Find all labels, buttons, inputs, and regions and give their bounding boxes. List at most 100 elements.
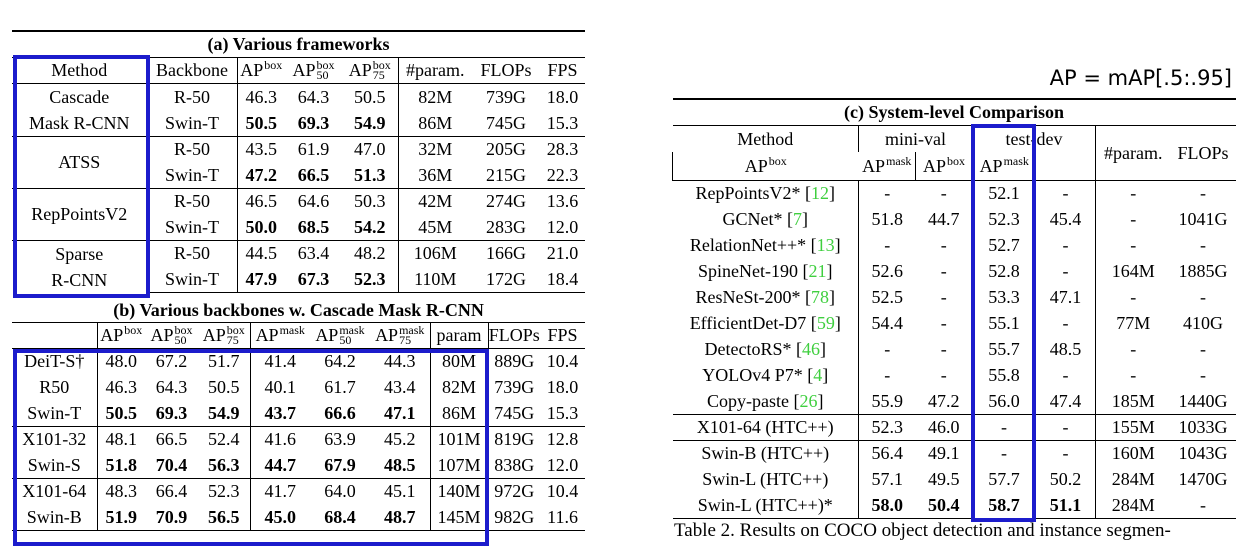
cell: 68.5 bbox=[297, 216, 330, 237]
cell: 57.1 bbox=[858, 466, 916, 492]
cell: 47.0 bbox=[342, 135, 398, 162]
cell: 44.7 bbox=[249, 452, 310, 478]
cell: X101-64 (HTC++) bbox=[672, 413, 859, 440]
cell: 47.9 bbox=[236, 266, 285, 294]
cell: 45.4 bbox=[1035, 206, 1096, 232]
cell: 69.3 bbox=[155, 402, 188, 423]
cell: 28.3 bbox=[540, 135, 585, 162]
title-row: (b) Various backbones w. Cascade Mask R-… bbox=[12, 298, 585, 322]
cell: - bbox=[1035, 179, 1096, 206]
column-header: AP mask 75 bbox=[370, 321, 430, 348]
tbody: (a) Various frameworks Method Backbone AP bo… bbox=[12, 30, 585, 294]
row: X101-32 48.1 66.5 52.4 41.6 63.9 45.2 101M 819G 1… bbox=[12, 425, 586, 452]
cell: 50.5 bbox=[208, 377, 240, 397]
column-header: Backbone bbox=[146, 56, 237, 83]
row: Swin-S 51.8 70.4 56.3 44.7 67.9 48.5 107M 838G 12… bbox=[12, 452, 585, 478]
cell: - bbox=[1095, 284, 1171, 310]
cell: Swin-S bbox=[27, 454, 81, 475]
cell: 1041G bbox=[1178, 209, 1228, 229]
cell: 13.6 bbox=[540, 187, 585, 214]
cell: 41.6 bbox=[249, 425, 310, 452]
ap-sub: 75 bbox=[399, 333, 412, 347]
cell: Swin-T bbox=[27, 402, 82, 423]
ap-sup: mask bbox=[339, 323, 365, 337]
ap-base: AP bbox=[744, 155, 768, 176]
cell: 12.0 bbox=[546, 454, 579, 475]
row: Cascade Mask R-CNN R-50 46.3 64.3 50.5 82M 739G… bbox=[12, 82, 585, 136]
row: X101-64 48.3 66.4 52.3 41.7 64.0 45.1 140M 972G 1… bbox=[12, 477, 586, 504]
cell: - bbox=[1035, 439, 1096, 466]
cell: X101-32 bbox=[12, 425, 97, 452]
method-cell: Cascade Mask R-CNN bbox=[12, 82, 147, 136]
method-line: ATSS bbox=[58, 152, 101, 172]
ap-label: AP mask bbox=[862, 153, 912, 176]
ap-label: AP mask bbox=[980, 153, 1029, 176]
cell: 284M bbox=[1095, 466, 1171, 492]
ap-label: AP mask 50 bbox=[315, 323, 365, 346]
citation: 21 bbox=[808, 261, 827, 281]
cell: 107M bbox=[429, 452, 488, 478]
cell: - bbox=[1035, 362, 1096, 388]
cell: 50.0 bbox=[236, 214, 285, 240]
cell: YOLOv4 P7* [4] bbox=[702, 365, 829, 385]
ap-label: AP box bbox=[100, 324, 142, 345]
ap-base: AP bbox=[315, 325, 339, 345]
cell: 274G bbox=[472, 187, 540, 214]
cell: 12.8 bbox=[540, 425, 586, 452]
cell: 410G bbox=[1183, 313, 1223, 333]
column-header: #param. bbox=[397, 56, 472, 83]
cell: 51.3 bbox=[354, 164, 386, 185]
cell: 889G bbox=[487, 347, 540, 374]
ap-label: AP box bbox=[744, 155, 787, 176]
column-header: AP mask bbox=[859, 152, 916, 180]
table: (a) Various frameworks Method Backbone AP bo… bbox=[12, 30, 585, 294]
cell: - bbox=[972, 439, 1036, 466]
ap-sup: mask bbox=[1003, 153, 1029, 168]
ap-base: AP bbox=[255, 325, 279, 345]
ap-sup: mask bbox=[886, 153, 912, 168]
cell: - bbox=[940, 365, 947, 385]
ap-scripts: box 75 bbox=[226, 323, 245, 346]
header-row: AP box AP mask AP box AP mask bbox=[672, 152, 1236, 180]
table-title: (c) System-level Comparison bbox=[672, 98, 1236, 125]
row: Swin-T 50.5 69.3 54.9 86M 745G 15.3 bbox=[12, 109, 585, 136]
ap-base: AP bbox=[150, 325, 174, 345]
cell: 145M bbox=[429, 504, 488, 531]
ap-sup: box bbox=[226, 323, 245, 337]
ap-sub: 50 bbox=[316, 68, 329, 82]
highlight-box bbox=[13, 349, 489, 546]
cell: 46.3 bbox=[96, 374, 145, 400]
cell: - bbox=[1200, 365, 1206, 385]
column-header: FLOPs bbox=[487, 321, 540, 348]
cell: 82M bbox=[397, 82, 472, 110]
ap-sub bbox=[280, 335, 305, 345]
row: YOLOv4 P7* [4] - -55.8- - - bbox=[673, 362, 1236, 388]
header-row: Method mini-val test-dev #param. FLOPs bbox=[672, 124, 1236, 180]
ap-scripts: mask bbox=[886, 153, 912, 176]
cell: Swin-L (HTC++)* bbox=[672, 492, 859, 519]
cell: 110M bbox=[397, 266, 472, 294]
cell: - bbox=[972, 413, 1036, 440]
cell: - bbox=[1095, 362, 1171, 388]
cell: Swin-B bbox=[12, 504, 97, 531]
row: X101-64 (HTC++) 52.3 46.0- -155M 1033G bbox=[672, 413, 1236, 440]
cell: Swin-T bbox=[146, 109, 237, 136]
cell: 47.2 bbox=[928, 390, 960, 411]
method-cell: RepPointsV2 bbox=[12, 187, 147, 240]
method-line: Sparse bbox=[55, 243, 104, 264]
cell: ResNeSt-200* [78] bbox=[695, 287, 836, 307]
cell: 56.0 bbox=[972, 388, 1036, 414]
cell: 49.1 bbox=[915, 439, 973, 466]
cell: 46.0 bbox=[915, 413, 973, 440]
cell: 66.6 bbox=[324, 402, 356, 423]
cell: 52.5 bbox=[858, 284, 916, 310]
method-cell: Sparse R-CNN bbox=[12, 239, 147, 293]
citation: 26 bbox=[799, 390, 818, 411]
row: Swin-B 51.9 70.9 56.5 45.0 68.4 48.7 145M 982G 11… bbox=[12, 504, 586, 531]
cell: 50.5 bbox=[236, 109, 285, 136]
cell: 47.1 bbox=[1035, 284, 1096, 310]
ap-base: AP bbox=[348, 60, 372, 80]
cell: - bbox=[940, 287, 947, 307]
column-header: FLOPs bbox=[1170, 124, 1236, 180]
